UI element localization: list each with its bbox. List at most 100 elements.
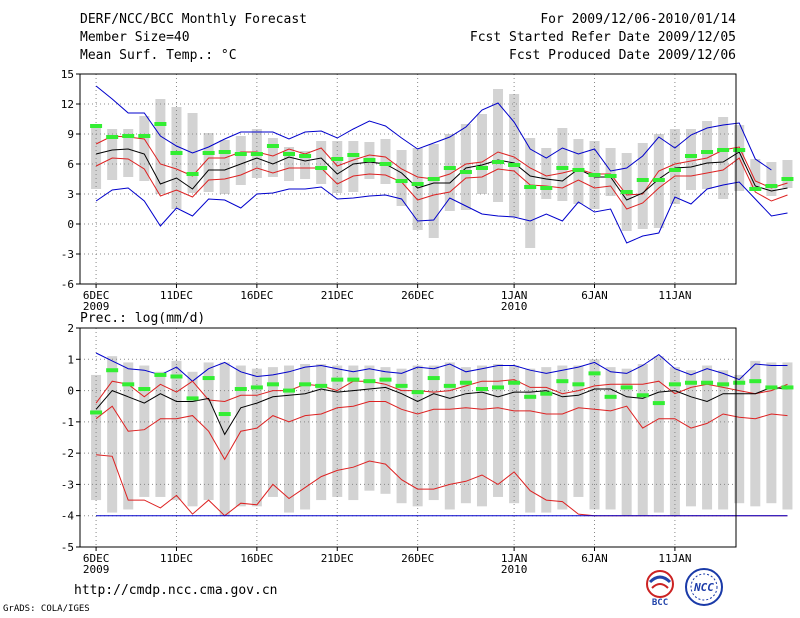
plot-frame — [79, 73, 737, 285]
ensemble-box — [541, 148, 552, 199]
ensemble-box — [396, 150, 407, 206]
x-tick-label: 6DEC — [83, 552, 110, 565]
ensemble-box — [460, 124, 471, 210]
observed-marker — [717, 382, 730, 387]
observed-marker — [347, 153, 360, 157]
refer-date: Fcst Started Refer Date 2009/12/05 — [469, 30, 736, 45]
x-tick-label: 6JAN — [581, 289, 608, 302]
chart-title: DERF/NCC/BCC Monthly Forecast — [80, 12, 307, 27]
ensemble-box — [235, 365, 246, 507]
ensemble-box — [589, 359, 600, 510]
observed-marker — [588, 173, 601, 177]
observed-marker — [733, 380, 746, 385]
observed-marker — [636, 393, 649, 398]
ensemble-box — [669, 367, 680, 516]
ensemble-box — [509, 365, 520, 504]
observed-marker — [379, 377, 392, 382]
ensemble-box — [766, 362, 777, 504]
observed-marker — [379, 162, 392, 166]
observed-marker — [411, 182, 424, 186]
ensemble-box — [428, 365, 439, 501]
y-tick-label: 0 — [67, 218, 74, 231]
ensemble-box — [332, 365, 343, 497]
ensemble-box — [380, 367, 391, 494]
observed-marker — [395, 383, 408, 388]
ensemble-box — [300, 151, 311, 179]
observed-marker — [315, 166, 328, 170]
ensemble-box — [685, 129, 696, 190]
ensemble-box — [171, 360, 182, 501]
x-tick-year: 2010 — [501, 563, 528, 576]
observed-marker — [90, 410, 103, 415]
observed-marker — [90, 124, 103, 128]
ensemble-box — [782, 362, 793, 510]
ensemble-box — [573, 365, 584, 497]
bcc-logo-text: BCC — [652, 598, 668, 608]
observed-marker — [186, 172, 199, 176]
observed-marker — [202, 151, 215, 155]
observed-marker — [492, 385, 505, 390]
ensemble-box — [155, 99, 166, 194]
ensemble-box — [541, 367, 552, 513]
observed-marker — [524, 394, 537, 399]
variable-label: Mean Surf. Temp.: °C — [80, 48, 237, 63]
observed-marker — [620, 385, 633, 390]
y-tick-label: 6 — [67, 158, 74, 171]
observed-marker — [475, 166, 488, 170]
ensemble-box — [203, 133, 214, 192]
series-line-upper — [95, 379, 788, 404]
observed-marker — [684, 154, 697, 158]
x-tick-label: 1JAN — [501, 552, 528, 565]
observed-marker — [733, 148, 746, 152]
observed-marker — [668, 382, 681, 387]
ensemble-box — [300, 363, 311, 510]
ensemble-box — [605, 367, 616, 510]
observed-marker — [781, 385, 794, 390]
ensemble-box — [557, 365, 568, 510]
observed-marker — [556, 166, 569, 170]
observed-marker — [218, 150, 231, 154]
ensemble-box — [637, 143, 648, 229]
observed-marker — [556, 379, 569, 384]
y-tick-label: 0 — [67, 385, 74, 398]
observed-marker — [508, 163, 521, 167]
member-size: Member Size=40 — [80, 30, 190, 45]
observed-marker — [540, 391, 553, 396]
observed-marker — [250, 152, 263, 156]
ensemble-box — [444, 134, 455, 211]
ensemble-box — [396, 368, 407, 504]
bcc-logo-icon: BCC — [646, 570, 674, 608]
ensemble-box — [525, 368, 536, 513]
source-url[interactable]: http://cmdp.ncc.cma.gov.cn — [74, 583, 278, 598]
y-tick-label: 12 — [61, 98, 74, 111]
ensemble-box — [251, 368, 262, 507]
x-tick-year: 2009 — [83, 563, 110, 576]
ensemble-box — [364, 365, 375, 491]
observed-marker — [588, 371, 601, 376]
ensemble-box — [476, 365, 487, 507]
forecast-period: For 2009/12/06-2010/01/14 — [540, 12, 736, 27]
x-tick-label: 6JAN — [581, 552, 608, 565]
ensemble-box — [509, 94, 520, 217]
series-line-lower — [95, 401, 788, 461]
y-tick-label: -3 — [61, 248, 74, 261]
series-line-upper_min — [96, 454, 788, 517]
observed-marker — [749, 187, 762, 191]
observed-marker — [411, 390, 424, 395]
y-tick-label: -4 — [61, 510, 75, 523]
ensemble-box — [380, 139, 391, 184]
ensemble-box — [284, 147, 295, 181]
observed-marker — [604, 394, 617, 399]
observed-marker — [202, 376, 215, 381]
series-line-min — [95, 181, 788, 244]
observed-marker — [701, 150, 714, 154]
observed-marker — [170, 151, 183, 155]
ensemble-box — [718, 117, 729, 199]
observed-marker — [749, 379, 762, 384]
observed-marker — [266, 144, 279, 148]
observed-marker — [701, 380, 714, 385]
series-line-mean — [95, 148, 788, 201]
observed-marker — [299, 154, 312, 158]
ensemble-box — [91, 374, 102, 501]
